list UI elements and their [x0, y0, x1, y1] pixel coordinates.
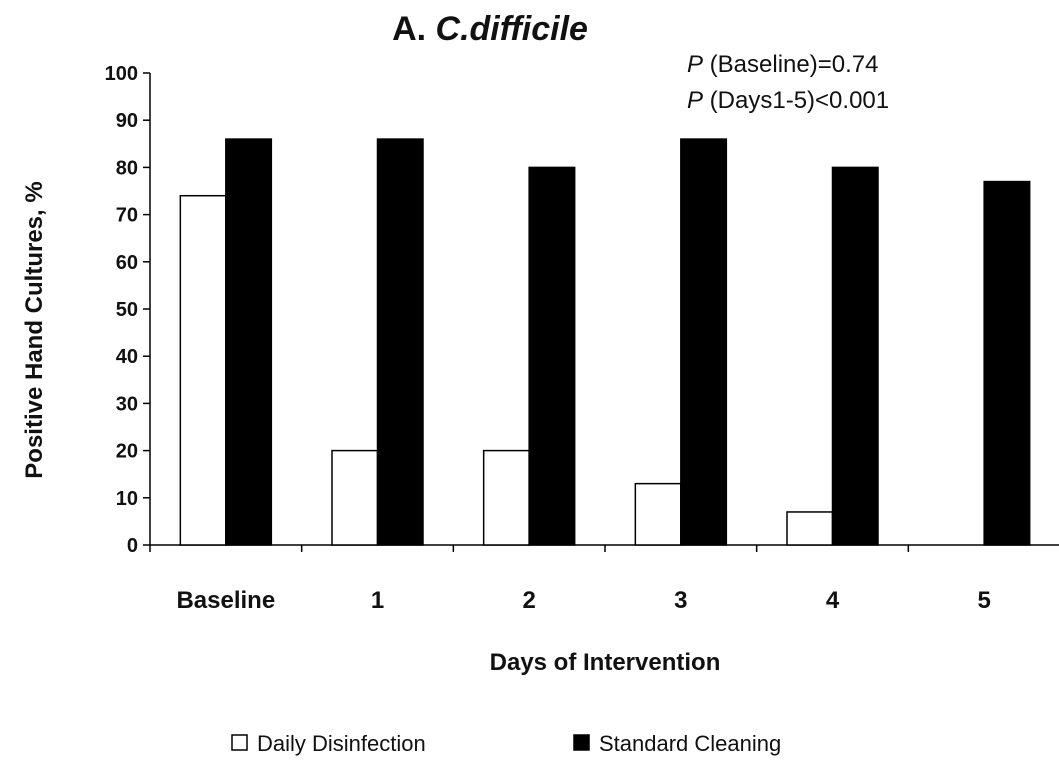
p-value-text: (Baseline)=0.74: [703, 51, 878, 78]
y-tick-label: 40: [116, 346, 138, 368]
daily-disinfection-bar: [179, 194, 227, 546]
legend-label: Daily Disinfection: [257, 731, 426, 756]
bar-series: [179, 194, 834, 546]
p-value-annotation: P (Days1-5)<0.001: [687, 87, 889, 114]
daily-disinfection-bar: [482, 449, 530, 546]
y-tick-label: 90: [116, 110, 138, 132]
x-axis-title: Days of Intervention: [490, 649, 721, 676]
daily-disinfection-bar: [331, 449, 379, 546]
x-category-label: Baseline: [176, 587, 275, 614]
legend-label: Standard Cleaning: [599, 731, 781, 756]
p-symbol: P: [687, 87, 703, 114]
daily-disinfection-bar: [786, 511, 834, 546]
legend: Daily Disinfection Standard Cleaning: [231, 731, 781, 756]
p-value-annotation: P (Baseline)=0.74: [687, 51, 878, 78]
y-tick-label: 70: [116, 205, 138, 227]
y-tick-label: 80: [116, 157, 138, 179]
standard-cleaning-bar: [225, 138, 273, 546]
x-axis: Baseline 1 2 3 4 5: [149, 544, 1059, 614]
legend-swatch-standard-cleaning: [573, 734, 590, 751]
p-value-text: (Days1-5)<0.001: [703, 87, 889, 114]
y-tick-label: 50: [116, 299, 138, 321]
y-axis: 0 10 20 30 40 50 60 70 80 90 100: [105, 63, 151, 557]
y-axis-title: Positive Hand Cultures, %: [21, 181, 48, 478]
y-tick-label: 10: [116, 488, 138, 510]
x-category-label: 4: [826, 587, 840, 614]
y-tick-label: 30: [116, 393, 138, 415]
chart-title-prefix: A.: [392, 10, 426, 48]
p-symbol: P: [687, 51, 703, 78]
y-tick-label: 0: [127, 535, 138, 557]
y-tick-label: 60: [116, 252, 138, 274]
p-value-annotations: P (Baseline)=0.74P (Days1-5)<0.001: [687, 51, 889, 114]
y-tick-label: 20: [116, 441, 138, 463]
x-category-label: 3: [674, 587, 687, 614]
x-category-label: 5: [977, 587, 990, 614]
standard-cleaning-bar: [831, 166, 879, 546]
x-category-label: 1: [371, 587, 384, 614]
standard-cleaning-bar: [376, 138, 424, 546]
chart-title: A. C.difficile: [392, 10, 588, 48]
daily-disinfection-bar: [634, 482, 682, 546]
legend-swatch-daily-disinfection: [231, 734, 248, 751]
standard-cleaning-bar: [983, 180, 1031, 546]
x-category-label: 2: [522, 587, 535, 614]
y-tick-label: 100: [105, 63, 138, 85]
standard-cleaning-bar: [680, 138, 728, 546]
standard-cleaning-bar: [528, 166, 576, 546]
chart-title-organism: C.difficile: [436, 10, 588, 48]
bar-series: [225, 138, 1031, 546]
bar-series-group: [179, 138, 1031, 546]
